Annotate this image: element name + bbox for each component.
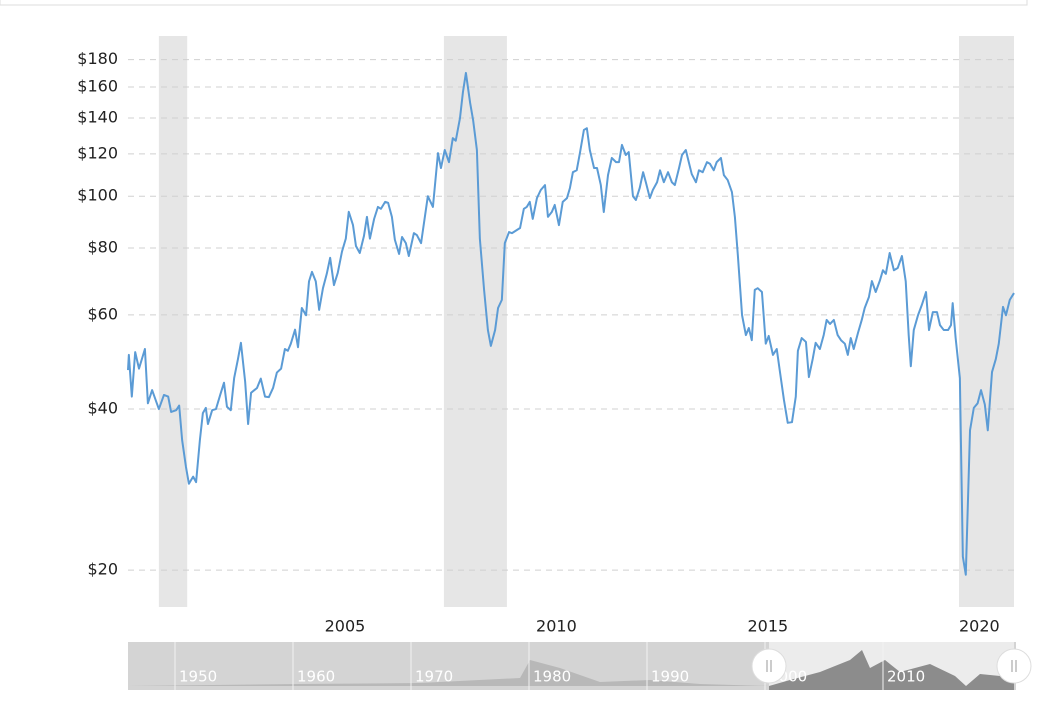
recession-band — [158, 36, 188, 607]
y-tick-label: $20 — [87, 560, 118, 579]
navigator-selected-area — [769, 650, 1014, 690]
navigator-label: 2010 — [887, 668, 925, 686]
y-tick-label: $80 — [87, 238, 118, 257]
y-tick-label: $120 — [77, 143, 118, 162]
handle-knob[interactable] — [751, 648, 787, 684]
navigator-handle[interactable] — [751, 648, 787, 684]
y-tick-label: $140 — [77, 108, 118, 127]
x-tick-label: 2020 — [959, 617, 1000, 636]
y-tick-label: $40 — [87, 399, 118, 418]
recession-band — [443, 36, 507, 607]
price-line — [127, 71, 1015, 576]
navigator-label: 1980 — [533, 668, 571, 686]
x-tick-label: 2015 — [748, 617, 789, 636]
navigator-label: 1960 — [297, 668, 335, 686]
navigator-label: 1950 — [179, 668, 217, 686]
y-tick-label: $160 — [77, 77, 118, 96]
navigator-label: 1990 — [651, 668, 689, 686]
y-tick-label: $180 — [77, 49, 118, 68]
y-tick-label: $60 — [87, 304, 118, 323]
plot-area: $20 $40 $60 $80 $100 $120 $140 $160 $180 2005 2010… — [77, 36, 1015, 636]
navigator-handle[interactable] — [996, 648, 1032, 684]
x-tick-label: 2010 — [536, 617, 577, 636]
navigator[interactable]: 1950 1960 1970 1980 1990 2000 2010 — [128, 642, 1032, 690]
top-panel — [0, 0, 1028, 6]
x-tick-label: 2005 — [325, 617, 366, 636]
y-tick-label: $100 — [77, 186, 118, 205]
handle-knob[interactable] — [996, 648, 1032, 684]
navigator-label: 1970 — [415, 668, 453, 686]
